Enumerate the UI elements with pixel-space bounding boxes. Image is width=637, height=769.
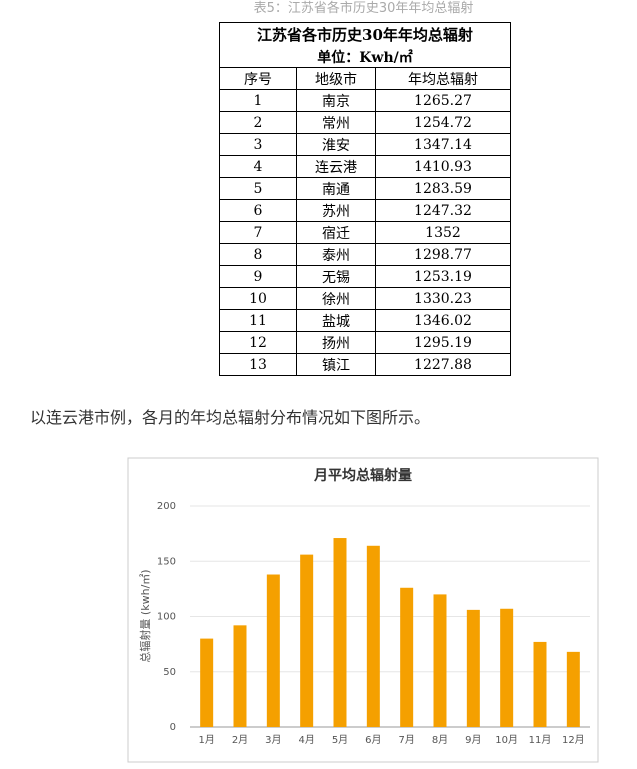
x-tick-label: 11月 bbox=[529, 734, 552, 746]
data-table: 江苏省各市历史30年年均总辐射 单位：Kwh/㎡ 序号 地级市 年均总辐射 1 南京 12… bbox=[219, 22, 511, 376]
y-tick-label: 50 bbox=[163, 667, 176, 678]
cell: 连云港 bbox=[296, 155, 376, 178]
x-tick-label: 6月 bbox=[365, 734, 381, 746]
bar bbox=[366, 545, 380, 727]
chart-frame bbox=[127, 457, 599, 763]
table-title: 江苏省各市历史30年年均总辐射 bbox=[219, 22, 511, 46]
bar bbox=[533, 641, 547, 727]
x-tick-label: 3月 bbox=[265, 734, 281, 746]
y-axis-label: 总辐射量 (kwh/㎡) bbox=[138, 569, 152, 662]
x-tick-label: 4月 bbox=[298, 734, 314, 746]
x-tick-label: 5月 bbox=[332, 734, 348, 746]
cell: 13 bbox=[219, 353, 297, 376]
cell: 10 bbox=[219, 287, 297, 310]
y-tick-label: 100 bbox=[157, 612, 176, 623]
bar bbox=[400, 587, 414, 727]
table-row: 11 盐城 1346.02 bbox=[219, 309, 511, 332]
bar bbox=[266, 574, 280, 727]
chart-title: 月平均总辐射量 bbox=[313, 467, 412, 484]
table-row: 9 无锡 1253.19 bbox=[219, 265, 511, 288]
table-row: 13 镇江 1227.88 bbox=[219, 353, 511, 376]
x-tick-label: 2月 bbox=[232, 734, 248, 746]
cell: 扬州 bbox=[296, 331, 376, 354]
table-row: 5 南通 1283.59 bbox=[219, 177, 511, 200]
paragraph: 以连云港市例，各月的年均总辐射分布情况如下图所示。 bbox=[30, 408, 431, 427]
y-tick-label: 0 bbox=[170, 722, 176, 733]
bar bbox=[233, 625, 247, 727]
bar bbox=[566, 651, 580, 727]
y-tick-label: 150 bbox=[157, 556, 176, 567]
cell: 1352 bbox=[375, 221, 511, 244]
table-row: 12 扬州 1295.19 bbox=[219, 331, 511, 354]
bar bbox=[333, 538, 347, 727]
cell: 1247.32 bbox=[375, 199, 511, 222]
bar bbox=[466, 609, 480, 727]
header-cell: 年均总辐射 bbox=[375, 67, 511, 90]
table-row: 8 泰州 1298.77 bbox=[219, 243, 511, 266]
x-tick-label: 8月 bbox=[432, 734, 448, 746]
table-body: 江苏省各市历史30年年均总辐射 单位：Kwh/㎡ 序号 地级市 年均总辐射 1 南京 12… bbox=[219, 22, 511, 376]
x-tick-label: 10月 bbox=[495, 734, 518, 746]
bar bbox=[433, 594, 447, 727]
bar bbox=[200, 638, 214, 727]
table-row: 4 连云港 1410.93 bbox=[219, 155, 511, 178]
cell: 盐城 bbox=[296, 309, 376, 332]
bar bbox=[500, 608, 514, 727]
caption: 表5：江苏省各市历史30年年均总辐射 bbox=[253, 1, 474, 16]
x-tick-label: 1月 bbox=[198, 734, 214, 746]
cell: 1227.88 bbox=[375, 353, 511, 376]
table-row: 6 苏州 1247.32 bbox=[219, 199, 511, 222]
x-tick-label: 7月 bbox=[398, 734, 414, 746]
x-tick-label: 9月 bbox=[465, 734, 481, 746]
x-tick-label: 12月 bbox=[562, 734, 585, 746]
bar bbox=[300, 554, 314, 727]
cell: 1298.77 bbox=[375, 243, 511, 266]
y-tick-label: 200 bbox=[157, 501, 176, 512]
table-row: 1 南京 1265.27 bbox=[219, 89, 511, 112]
